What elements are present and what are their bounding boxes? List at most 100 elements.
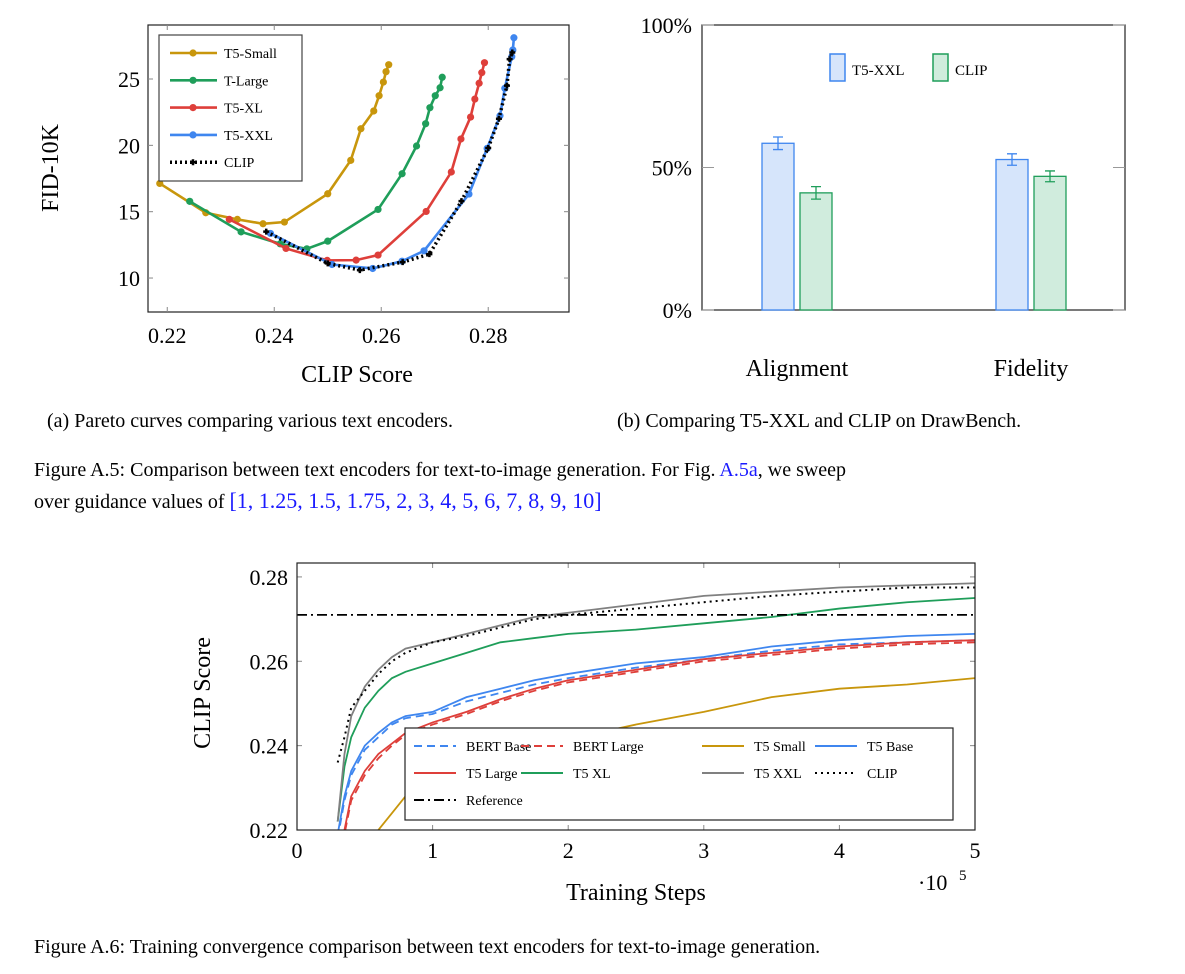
y-axis-label: CLIP Score — [190, 637, 216, 749]
chart-b-group: 0% 50% 100% Alignment Fidelity T5-XXL CLIP — [641, 13, 1126, 382]
data-point — [356, 267, 363, 274]
data-point — [399, 259, 406, 266]
plot-frame — [296, 562, 976, 831]
legend-box — [404, 727, 954, 821]
figure-a5-caption: Figure A.5: Comparison between text enco… — [34, 457, 846, 483]
series-t5-base — [337, 632, 975, 830]
data-point — [431, 92, 439, 100]
data-point — [156, 179, 164, 188]
y-tick-label: 0.26 — [250, 649, 289, 674]
y-tick-label: 20 — [118, 133, 140, 158]
error-bar — [811, 185, 821, 200]
caption-line2: over guidance values of — [34, 491, 225, 513]
legend-label: T5 Base — [867, 740, 913, 755]
legend-label: BERT Large — [573, 740, 644, 755]
data-point — [379, 78, 387, 86]
x-tick-label: 0.26 — [362, 323, 401, 348]
data-point — [412, 142, 421, 150]
legend-label: CLIP — [224, 156, 255, 171]
x-tick-label: 0.22 — [148, 323, 187, 348]
series-t-large — [186, 73, 446, 253]
y-axis-label: FID-10K — [38, 123, 64, 212]
data-point — [480, 59, 489, 67]
legend-swatch — [932, 53, 949, 82]
x-axis-label: Training Steps — [566, 880, 706, 906]
subcaption-a: (a) Pareto curves comparing various text… — [47, 410, 453, 432]
caption-text2: , we sweep — [757, 459, 847, 481]
x-axis-label: CLIP Score — [301, 362, 413, 388]
series-clip — [336, 586, 975, 763]
data-point — [282, 244, 290, 253]
error-bar — [1007, 153, 1017, 166]
y-tick-label: 25 — [118, 67, 140, 92]
y-tick-label: 0.28 — [250, 565, 289, 590]
data-point — [458, 198, 465, 205]
legend-label: CLIP — [867, 767, 898, 782]
data-point — [352, 256, 360, 264]
series-line — [265, 51, 514, 272]
chart-a-group: 0.22 0.24 0.26 0.28 10 15 20 25 CLIP Score FID-10… — [38, 24, 570, 388]
x-multiplier: ·10 — [918, 870, 947, 895]
data-point — [382, 68, 390, 76]
data-point — [447, 168, 455, 176]
data-point — [370, 107, 378, 115]
legend-marker — [189, 76, 197, 84]
figure-a5-caption-line2: over guidance values of [1, 1.25, 1.5, 1… — [34, 488, 602, 515]
plot-frame — [147, 24, 570, 313]
data-point — [375, 92, 383, 100]
series-t5-large — [343, 639, 975, 830]
data-point — [478, 69, 486, 77]
legend-label: T5-XL — [224, 102, 263, 117]
figure-link[interactable]: A.5a — [719, 459, 758, 481]
x-tick-label: 3 — [698, 838, 709, 863]
x-tick-label: 0.28 — [469, 323, 508, 348]
data-point — [357, 125, 365, 133]
legend-label: Reference — [466, 794, 523, 809]
legend-marker — [189, 104, 197, 112]
data-point — [422, 207, 430, 216]
x-multiplier-exponent: 5 — [959, 868, 967, 884]
y-tick-label: 100% — [641, 13, 692, 38]
data-point — [385, 61, 393, 69]
legend: T5-Small T-Large T5-XL T5-XXL CLIP — [158, 34, 303, 182]
data-point — [426, 251, 433, 258]
legend-label: T5 XL — [573, 767, 611, 782]
data-point — [186, 197, 194, 205]
series-bert-large — [344, 641, 975, 830]
x-tick-label: 2 — [563, 838, 574, 863]
legend-label: T5 XXL — [754, 767, 802, 782]
category-label: Alignment — [746, 356, 849, 382]
legend-label: T5 Large — [466, 767, 517, 782]
series-bert-base — [338, 639, 975, 830]
legend-swatch — [829, 53, 846, 82]
legend: BERT Base BERT Large T5 Small T5 Base T5 Lar… — [404, 727, 954, 821]
data-point — [485, 145, 492, 151]
data-point — [438, 73, 446, 81]
figure-a6-caption: Figure A.6: Training convergence compari… — [34, 936, 821, 958]
x-tick-label: 4 — [834, 838, 845, 863]
x-tick-label: 0 — [292, 838, 303, 863]
x-tick-label: 1 — [427, 838, 438, 863]
data-point — [263, 228, 270, 235]
data-point — [374, 205, 382, 214]
y-tick-label: 0.22 — [250, 818, 289, 843]
data-point — [347, 156, 355, 164]
data-point — [324, 237, 332, 245]
series-clip — [263, 49, 516, 274]
data-point — [374, 251, 382, 259]
legend-label: T5-XXL — [852, 63, 905, 79]
data-point — [398, 170, 406, 178]
bar-clip-fidelity — [1033, 175, 1067, 311]
x-tick-label: 0.24 — [255, 323, 294, 348]
bar-t5-xxl-fidelity — [995, 158, 1029, 311]
series-t5-xxl — [336, 582, 975, 822]
legend-label: T-Large — [224, 74, 268, 89]
data-point — [422, 120, 430, 128]
data-point — [466, 113, 475, 121]
chart-c-group: 0 1 2 3 4 5 0.22 0.24 0.26 0.28 Training Steps CLIP… — [190, 562, 981, 906]
data-point — [509, 49, 516, 56]
x-tick-label: 5 — [970, 838, 981, 863]
data-point — [225, 215, 233, 223]
data-point — [471, 95, 479, 103]
